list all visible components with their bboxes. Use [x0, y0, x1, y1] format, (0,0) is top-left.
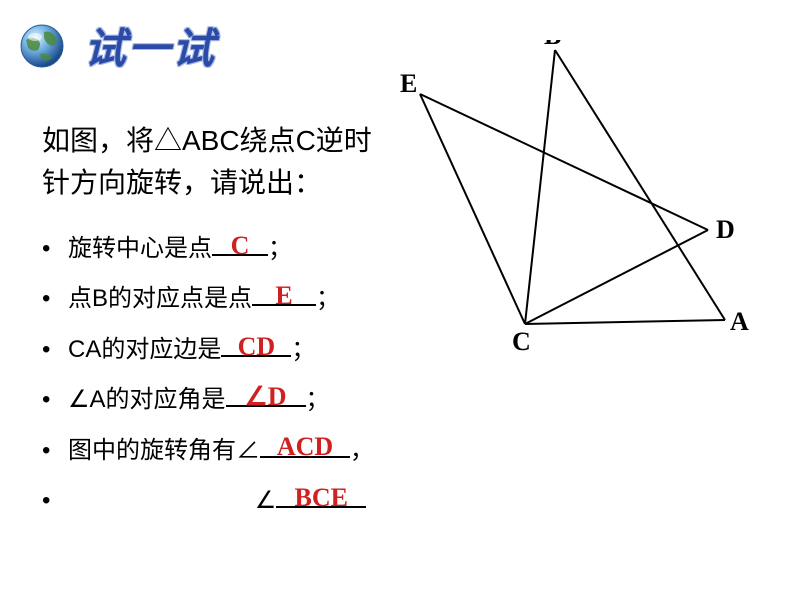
bullet-item: •图中的旋转角有∠ACD，: [42, 432, 374, 470]
blank: BCE: [276, 482, 366, 520]
vertex-label: D: [716, 215, 735, 244]
bullet-pre-text: 点B的对应点是点: [68, 280, 252, 318]
blank: CD: [221, 331, 291, 369]
bullet-item: •点B的对应点是点E；: [42, 280, 374, 318]
vertex-label: E: [400, 69, 417, 98]
bullet-pre-text: CA的对应边是: [68, 331, 221, 369]
blank: ACD: [260, 432, 350, 470]
blank-answer: ∠D: [244, 376, 286, 418]
header: 试一试: [18, 15, 216, 76]
blank-answer: C: [231, 225, 250, 267]
blank-answer: ACD: [277, 426, 333, 468]
bullet-pre-text: 旋转中心是点: [68, 230, 212, 268]
bullet-post-text: ；: [291, 331, 315, 369]
bullet-post-text: ；: [316, 280, 340, 318]
blank: E: [252, 280, 316, 318]
bullet-item: •CA的对应边是CD；: [42, 331, 374, 369]
bullet-pre-text: 图中的旋转角有∠: [68, 432, 260, 470]
bullet-dot: •: [42, 230, 68, 268]
blank-answer: E: [275, 275, 292, 317]
bullet-dot: •: [42, 280, 68, 318]
bullet-dot: •: [42, 432, 68, 470]
blank-answer: CD: [238, 326, 276, 368]
vertex-label: C: [512, 327, 531, 356]
blank: C: [212, 230, 268, 268]
geometry-diagram: A B C D E: [380, 40, 790, 370]
vertex-label: B: [544, 40, 561, 50]
bullet-dot: •: [42, 381, 68, 419]
bullet-post-text: ，: [350, 432, 374, 470]
vertex-label: A: [730, 307, 749, 336]
bullet-dot: •: [42, 482, 68, 520]
bullet-list: •旋转中心是点C；•点B的对应点是点E；•CA的对应边是CD；•∠A的对应角是∠…: [42, 230, 374, 532]
bullet-item: • ∠BCE: [42, 482, 374, 520]
bullet-dot: •: [42, 331, 68, 369]
blank: ∠D: [226, 381, 306, 419]
bullet-item: •∠A的对应角是∠D；: [42, 381, 374, 419]
bullet-post-text: ；: [306, 381, 330, 419]
bullet-post-text: ；: [268, 230, 292, 268]
bullet-pre-text: ∠: [68, 482, 276, 520]
globe-icon: [18, 22, 66, 70]
bullet-pre-text: ∠A的对应角是: [68, 381, 226, 419]
blank-answer: BCE: [294, 477, 347, 519]
intro-text: 如图，将△ABC绕点C逆时针方向旋转，请说出：: [42, 120, 392, 204]
bullet-item: •旋转中心是点C；: [42, 230, 374, 268]
page-title: 试一试: [84, 15, 216, 76]
